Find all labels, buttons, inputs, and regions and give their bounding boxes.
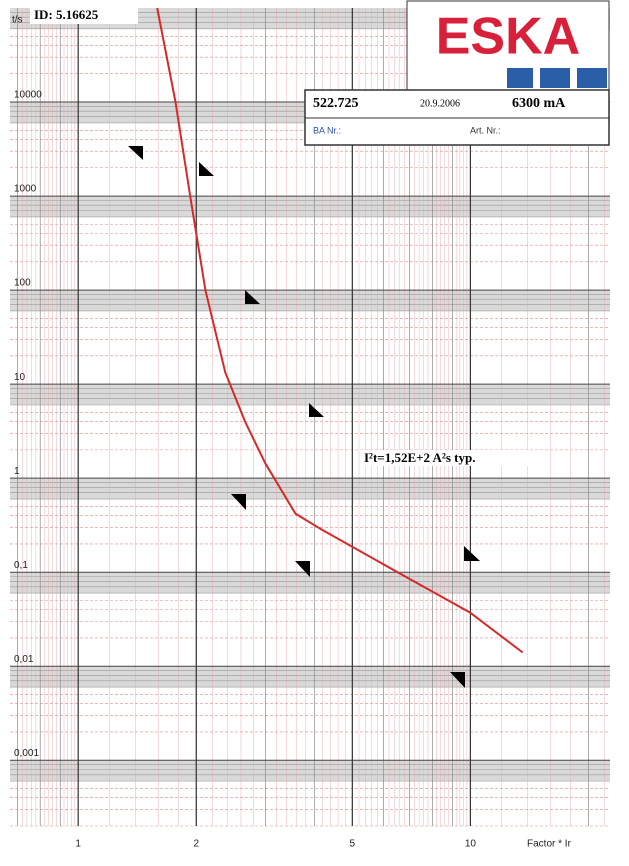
- art-number: Art. Nr.:: [470, 125, 501, 135]
- x-tick-label: 5: [350, 839, 356, 850]
- marker: [450, 672, 465, 688]
- y-tick-label: 100: [14, 278, 31, 289]
- x-tick-label: 10: [465, 839, 477, 850]
- id-bg: [30, 8, 138, 24]
- grid-band: [10, 384, 610, 405]
- y-tick-label: 0,01: [14, 654, 34, 665]
- y-axis-label: t/s: [12, 15, 23, 26]
- marker: [245, 290, 260, 304]
- y-tick-label: 1: [14, 466, 20, 477]
- marker: [464, 546, 480, 561]
- rating: 6300 mA: [512, 96, 566, 111]
- date: 20.9.2006: [420, 98, 460, 109]
- annotation-bg: [360, 450, 530, 466]
- logo-block: [507, 68, 533, 88]
- y-tick-label: 1000: [14, 184, 37, 195]
- grid-band: [10, 666, 610, 688]
- markers: [128, 146, 480, 688]
- marker: [309, 403, 324, 417]
- grid-band: [10, 760, 610, 782]
- x-tick-label: 1: [75, 839, 81, 850]
- annotation: I²t=1,52E+2 A²s typ.: [364, 450, 475, 465]
- id-label: ID: 5.16625: [34, 7, 99, 22]
- curve: [156, 7, 524, 654]
- logo-block: [540, 68, 570, 88]
- grid-band: [10, 478, 610, 500]
- marker: [295, 561, 310, 577]
- marker: [199, 162, 214, 176]
- part-number: 522.725: [313, 96, 359, 111]
- y-tick-label: 10: [14, 372, 26, 383]
- logo-block: [577, 68, 607, 88]
- x-axis-label: Factor * Ir: [527, 839, 572, 850]
- y-tick-label: 0,001: [14, 748, 39, 759]
- y-tick-label: 0,1: [14, 560, 28, 571]
- grid-band: [10, 196, 610, 217]
- x-tick-label: 2: [193, 839, 199, 850]
- logo: ESKA: [436, 8, 580, 66]
- marker: [128, 146, 143, 160]
- marker: [231, 494, 246, 510]
- ba-number: BA Nr.:: [313, 125, 341, 135]
- grid-band: [10, 290, 610, 311]
- y-tick-label: 10000: [14, 90, 42, 101]
